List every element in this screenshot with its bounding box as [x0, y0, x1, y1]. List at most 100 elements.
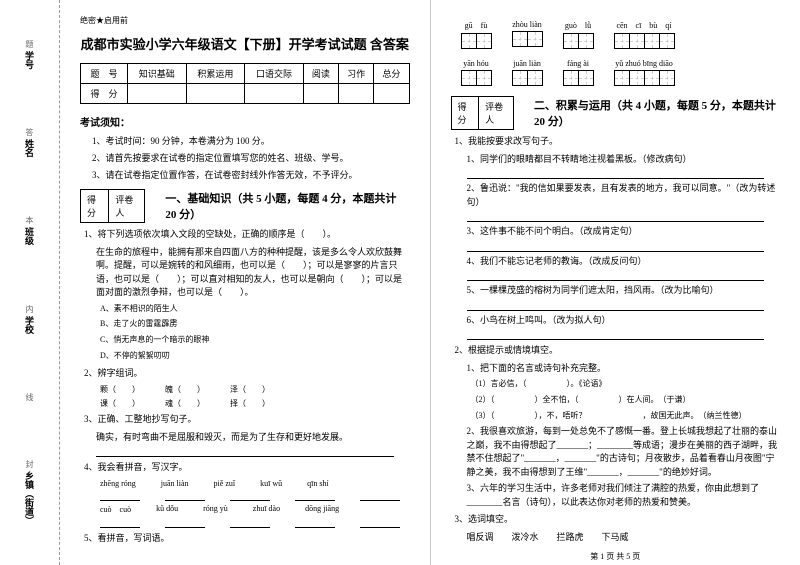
sub-question: 3、六年的学习生活中，许多老师对我们倾注了满腔的热爱，你由此想到了_______…	[467, 482, 781, 509]
field-label: 学校	[23, 316, 36, 334]
char-boxes	[512, 31, 543, 47]
pinyin-label: guò lǜ	[565, 20, 591, 31]
question: 4、我会看拼音，写汉字。	[84, 461, 410, 475]
char-box	[512, 31, 528, 47]
pinyin: juān liàn	[161, 479, 189, 488]
question: 2、根据提示或情境填空。	[455, 344, 781, 358]
notice-item: 1、考试时间：90 分钟，本卷满分为 100 分。	[92, 134, 410, 147]
table-header: 习作	[339, 64, 374, 84]
rewrite-item: 3、这件事不能不问个明白。（改成肯定句）	[467, 225, 781, 239]
word-row: 颗（ ） 魄（ ） 泽（ ）	[100, 384, 410, 395]
char-grid: zhòu liàn	[512, 20, 543, 49]
table-header: 总分	[374, 64, 409, 84]
char-boxes	[563, 70, 594, 86]
table-row: 得 分	[81, 84, 410, 104]
pinyin-label: yān hóu	[463, 59, 489, 68]
char-boxes	[461, 33, 492, 49]
char-grid: gū fù	[461, 20, 492, 49]
char-grid: fáng ài	[563, 59, 594, 86]
dash-label: 封	[24, 460, 35, 468]
exam-title: 成都市实验小学六年级语文【下册】开学考试试题 含答案	[80, 34, 410, 53]
pinyin: piě zuǐ	[214, 479, 236, 488]
char-box	[629, 70, 645, 86]
answer-line	[467, 271, 765, 281]
binding-item: 内 学校	[23, 305, 36, 334]
table-header: 积累运用	[186, 64, 245, 84]
pinyin-label: yǔ zhuó bīng diāo	[615, 59, 673, 68]
table-cell	[374, 84, 409, 104]
pinyin-label: gū fù	[465, 20, 488, 31]
char-box	[461, 33, 477, 49]
char-box	[563, 33, 579, 49]
left-page: 绝密★启用前 成都市实验小学六年级语文【下册】开学考试试题 含答案 题 号 知识…	[60, 0, 430, 565]
table-row: 题 号 知识基础 积累运用 口语交际 阅读 习作 总分	[81, 64, 410, 84]
pinyin: cuò cuò	[100, 504, 131, 515]
pinyin-row: cuò cuò kǔ dǒu róng yù zhuī dào dōng jiā…	[100, 504, 410, 515]
blank	[165, 491, 205, 501]
char-grid: yān hóu	[461, 59, 492, 86]
table-cell	[339, 84, 374, 104]
rewrite-item: 2、鲁迅说："我的信如果要发表，且有发表的地方，我可以同意。"（改为转述句）	[467, 182, 781, 209]
fill-item: （3）（ ），不，唔听？ ，故国无此声。 （纳兰性德）	[471, 410, 781, 423]
section-header: 得分 评卷人 一、基础知识（共 5 小题，每题 4 分，本题共计 20 分）	[80, 189, 410, 223]
option: C、悄无声息的一个暗示的眼神	[100, 334, 410, 347]
char-grid: yǔ zhuó bīng diāo	[614, 59, 675, 86]
pinyin: róng yù	[203, 504, 228, 515]
question: 1、我能按要求改写句子。	[455, 135, 781, 149]
char-box	[578, 70, 594, 86]
char-grid: juān liàn	[512, 59, 543, 86]
option: A、素不相识的陌生人	[100, 303, 410, 316]
grader-label: 评卷人	[479, 97, 513, 129]
char-boxes	[614, 33, 675, 49]
field-label: 乡镇（街道）	[23, 471, 36, 525]
answer-line	[467, 169, 765, 179]
blank	[100, 491, 140, 501]
binding-column: 题 学号 答 姓名 本 班级 内 学校 线 封 乡镇（街道）	[0, 0, 60, 565]
pinyin-label: zhòu liàn	[512, 20, 542, 29]
score-label: 得分	[452, 97, 480, 129]
char-box	[461, 70, 477, 86]
dash-label: 内	[24, 305, 35, 313]
score-label: 得分	[81, 190, 109, 222]
word-blank: 魄（ ）	[165, 384, 205, 395]
table-cell	[127, 84, 186, 104]
field-label: 学号	[23, 51, 36, 69]
pinyin-label: fáng ài	[567, 59, 589, 68]
binding-item: 本 班级	[23, 216, 36, 245]
field-label: 姓名	[23, 139, 36, 157]
secret-label: 绝密★启用前	[80, 15, 410, 26]
blank-row	[100, 491, 410, 501]
answer-line	[467, 301, 765, 311]
answer-line	[467, 330, 765, 340]
char-box	[578, 33, 594, 49]
binding-item: 线	[24, 393, 35, 401]
table-cell	[245, 84, 304, 104]
char-boxes	[461, 70, 492, 86]
question: 3、选词填空。	[455, 513, 781, 527]
char-box	[614, 33, 630, 49]
blank-row	[100, 518, 410, 528]
pinyin: kǔ dǒu	[156, 504, 178, 515]
word-blank: 择（ ）	[230, 398, 270, 409]
table-cell	[303, 84, 338, 104]
fill-item: （1）言必信，（ ）。《论语》	[471, 378, 781, 391]
right-page: gū fùzhòu liànguò lǜcēn cī bù qí yān hóu…	[431, 0, 800, 565]
section-title: 一、基础知识（共 5 小题，每题 4 分，本题共计 20 分）	[165, 190, 409, 222]
char-box	[644, 70, 660, 86]
table-cell: 得 分	[81, 84, 128, 104]
pinyin: zhēng róng	[100, 479, 136, 488]
rewrite-item: 6、小鸟在树上鸣叫。（改为拟人句）	[467, 314, 781, 328]
rewrite-item: 4、我们不能忘记老师的教诲。（改成反问句）	[467, 255, 781, 269]
pinyin: qīn shí	[307, 479, 329, 488]
answer-line	[467, 242, 765, 252]
question: 3、正确、工整地抄写句子。	[84, 413, 410, 427]
word-blank: 课（ ）	[100, 398, 140, 409]
char-box	[614, 70, 630, 86]
char-boxes	[563, 33, 594, 49]
question: 1、将下列选项依次填入文段的空缺处，正确的顺序是（ ）。	[84, 228, 410, 242]
dash-label: 答	[24, 128, 35, 136]
blank	[230, 518, 270, 528]
pinyin: zhuī dào	[253, 504, 280, 515]
word-row: 课（ ） 魂（ ） 择（ ）	[100, 398, 410, 409]
answer-line	[467, 212, 765, 222]
